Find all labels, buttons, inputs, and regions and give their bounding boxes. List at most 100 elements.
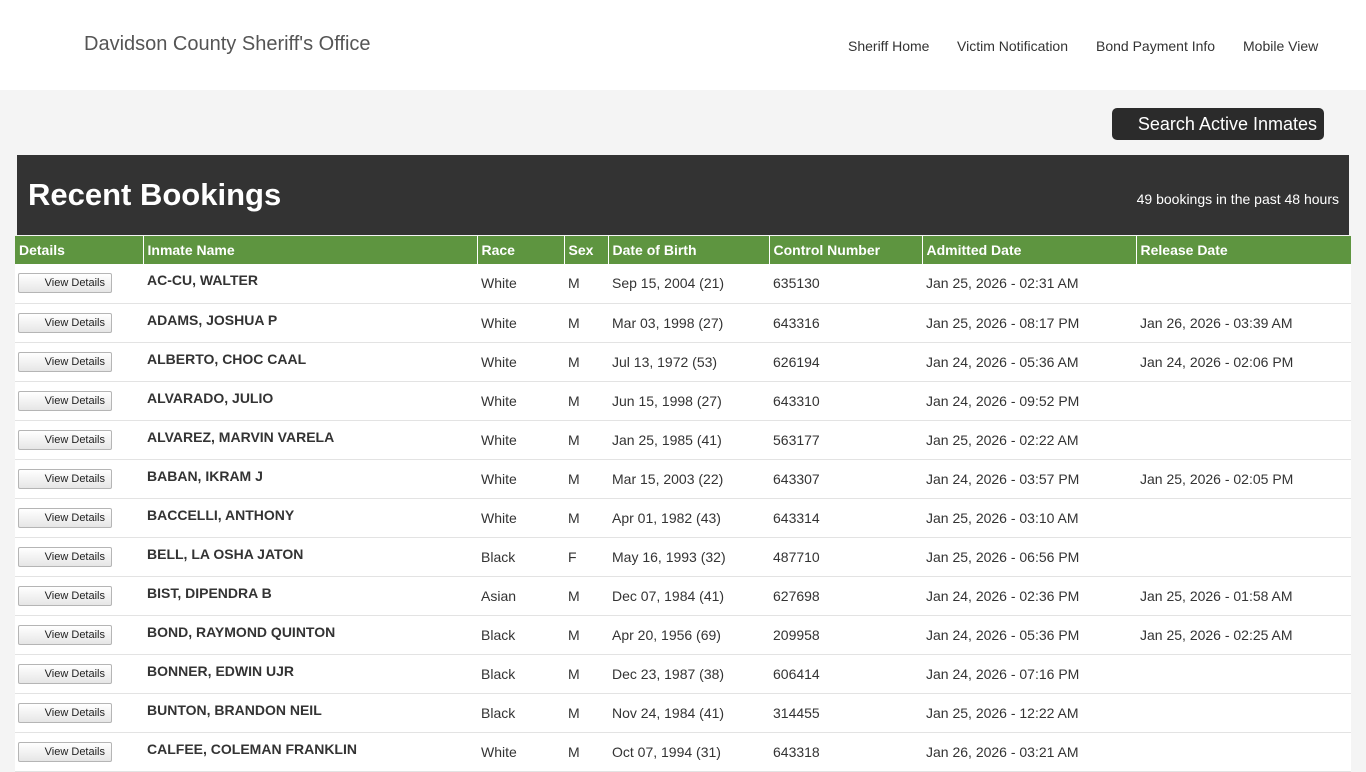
view-details-button[interactable]: View Details (18, 429, 112, 450)
admitted-date-cell: Jan 26, 2026 - 03:21 AM (922, 732, 1136, 772)
sex-cell: M (564, 498, 608, 538)
details-cell: View Details (15, 303, 143, 343)
view-details-button[interactable]: View Details (18, 312, 112, 333)
admitted-date-cell: Jan 25, 2026 - 03:10 AM (922, 498, 1136, 538)
details-cell: View Details (15, 654, 143, 694)
nav-mobile-view[interactable]: Mobile View (1243, 38, 1319, 54)
inmate-name-cell: BUNTON, BRANDON NEIL (143, 693, 477, 733)
date-of-birth-cell: Apr 20, 1956 (69) (608, 615, 769, 655)
details-cell: View Details (15, 615, 143, 655)
view-details-button[interactable]: View Details (18, 507, 112, 528)
release-date-cell: Jan 25, 2026 - 01:58 AM (1136, 576, 1351, 616)
race-cell: Black (477, 537, 564, 577)
race-cell: White (477, 420, 564, 460)
view-details-button[interactable]: View Details (18, 468, 112, 489)
table-header-row: Details Inmate Name Race Sex Date of Bir… (15, 236, 1351, 264)
date-of-birth-cell: Jun 15, 1998 (27) (608, 381, 769, 421)
table-row: View Details ALVAREZ, MARVIN VARELA White M… (15, 420, 1351, 460)
col-header-sex: Sex (563, 236, 608, 264)
sex-cell: M (564, 732, 608, 772)
race-cell: White (477, 732, 564, 772)
admitted-date-cell: Jan 25, 2026 - 02:22 AM (922, 420, 1136, 460)
view-details-button[interactable]: View Details (18, 351, 112, 372)
release-date-cell: Jan 24, 2026 - 02:06 PM (1136, 342, 1351, 382)
nav-sheriff-home[interactable]: Sheriff Home (848, 38, 930, 54)
view-details-button[interactable]: View Details (18, 273, 112, 294)
release-date-cell: Jan 26, 2026 - 03:39 AM (1136, 303, 1351, 343)
details-cell: View Details (15, 732, 143, 772)
release-date-cell (1136, 693, 1351, 733)
date-of-birth-cell: Dec 23, 1987 (38) (608, 654, 769, 694)
control-number-cell: 563177 (769, 420, 922, 460)
table-row: View Details CALFEE, COLEMAN FRANKLIN Whit… (15, 732, 1351, 772)
sex-cell: M (564, 576, 608, 616)
col-header-admitted-date: Admitted Date (921, 236, 1136, 264)
search-active-inmates-button[interactable]: Search Active Inmates (1112, 108, 1324, 140)
nav-bond-payment-info[interactable]: Bond Payment Info (1096, 38, 1216, 54)
inmate-name-cell: ALVAREZ, MARVIN VARELA (143, 420, 477, 460)
inmate-name-cell: BABAN, IKRAM J (143, 459, 477, 499)
inmate-name-cell: CALFEE, COLEMAN FRANKLIN (143, 732, 477, 772)
bookings-count: 49 bookings in the past 48 hours (1136, 191, 1339, 207)
details-cell: View Details (15, 693, 143, 733)
details-cell: View Details (15, 537, 143, 577)
site-brand[interactable]: Davidson County Sheriff's Office (84, 33, 371, 55)
date-of-birth-cell: Mar 15, 2003 (22) (608, 459, 769, 499)
release-date-cell (1136, 498, 1351, 538)
control-number-cell: 627698 (769, 576, 922, 616)
inmate-name-cell: BACCELLI, ANTHONY (143, 498, 477, 538)
admitted-date-cell: Jan 25, 2026 - 06:56 PM (922, 537, 1136, 577)
inmate-name-cell: ALBERTO, CHOC CAAL (143, 342, 477, 382)
details-cell: View Details (15, 381, 143, 421)
control-number-cell: 487710 (769, 537, 922, 577)
view-details-button[interactable]: View Details (18, 663, 112, 684)
date-of-birth-cell: Nov 24, 1984 (41) (608, 693, 769, 733)
view-details-button[interactable]: View Details (18, 702, 112, 723)
table-row: View Details ADAMS, JOSHUA P White M Mar 03,… (15, 303, 1351, 343)
control-number-cell: 635130 (769, 264, 922, 304)
race-cell: White (477, 459, 564, 499)
view-details-button[interactable]: View Details (18, 390, 112, 411)
sex-cell: F (564, 537, 608, 577)
table-row: View Details BELL, LA OSHA JATON Black F May… (15, 537, 1351, 577)
race-cell: White (477, 303, 564, 343)
inmate-name-cell: BIST, DIPENDRA B (143, 576, 477, 616)
control-number-cell: 314455 (769, 693, 922, 733)
sex-cell: M (564, 459, 608, 499)
release-date-cell (1136, 654, 1351, 694)
inmate-name-cell: ADAMS, JOSHUA P (143, 303, 477, 343)
details-cell: View Details (15, 459, 143, 499)
inmate-name-cell: BOND, RAYMOND QUINTON (143, 615, 477, 655)
control-number-cell: 643316 (769, 303, 922, 343)
view-details-button[interactable]: View Details (18, 585, 112, 606)
release-date-cell (1136, 264, 1351, 304)
admitted-date-cell: Jan 25, 2026 - 12:22 AM (922, 693, 1136, 733)
sex-cell: M (564, 693, 608, 733)
date-of-birth-cell: Mar 03, 1998 (27) (608, 303, 769, 343)
table-row: View Details ALBERTO, CHOC CAAL White M Jul … (15, 342, 1351, 382)
view-details-button[interactable]: View Details (18, 546, 112, 567)
date-of-birth-cell: Sep 15, 2004 (21) (608, 264, 769, 304)
race-cell: White (477, 498, 564, 538)
nav-victim-notification[interactable]: Victim Notification (957, 38, 1069, 54)
table-row: View Details BACCELLI, ANTHONY White M Apr 0… (15, 498, 1351, 538)
view-details-button[interactable]: View Details (18, 741, 112, 762)
details-cell: View Details (15, 342, 143, 382)
admitted-date-cell: Jan 24, 2026 - 07:16 PM (922, 654, 1136, 694)
race-cell: Asian (477, 576, 564, 616)
release-date-cell (1136, 381, 1351, 421)
control-number-cell: 209958 (769, 615, 922, 655)
col-header-details: Details (15, 236, 143, 264)
recent-bookings-banner: Recent Bookings 49 bookings in the past … (17, 155, 1349, 235)
inmate-name-cell: ALVARADO, JULIO (143, 381, 477, 421)
release-date-cell: Jan 25, 2026 - 02:05 PM (1136, 459, 1351, 499)
control-number-cell: 626194 (769, 342, 922, 382)
admitted-date-cell: Jan 24, 2026 - 05:36 AM (922, 342, 1136, 382)
date-of-birth-cell: Oct 07, 1994 (31) (608, 732, 769, 772)
race-cell: Black (477, 693, 564, 733)
col-header-date-of-birth: Date of Birth (607, 236, 769, 264)
table-row: View Details AC-CU, WALTER White M Sep 15, 2… (15, 264, 1351, 304)
col-header-race: Race (476, 236, 564, 264)
sex-cell: M (564, 264, 608, 304)
view-details-button[interactable]: View Details (18, 624, 112, 645)
